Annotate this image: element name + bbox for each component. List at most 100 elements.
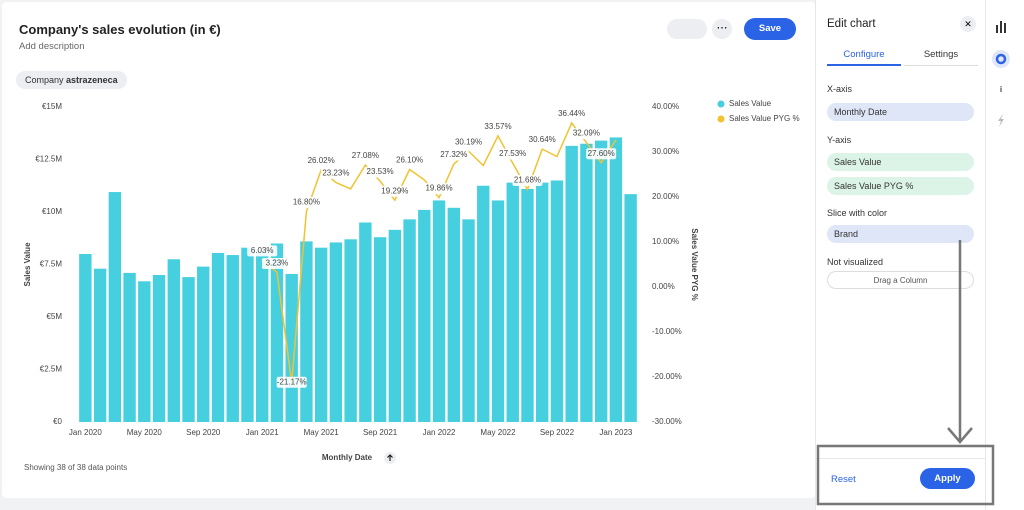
y-tick-label: €7.5M	[40, 260, 63, 269]
bar	[536, 182, 549, 422]
sort-arrow	[387, 454, 393, 461]
data-label-text: 30.64%	[529, 135, 556, 144]
bar	[477, 185, 490, 422]
close-button[interactable]: ✕	[960, 16, 976, 32]
filter-value: astrazeneca	[66, 75, 118, 85]
y2-tick-label: 0.00%	[652, 282, 675, 291]
more-button[interactable]: ⋯	[712, 19, 732, 39]
bar	[226, 255, 239, 422]
bar	[79, 254, 92, 422]
reset-button[interactable]: Reset	[831, 474, 856, 485]
y-tick-label: €12.5M	[35, 155, 62, 164]
field-pill[interactable]: Sales Value	[827, 153, 974, 171]
data-label-bg	[512, 174, 543, 186]
bar	[609, 137, 623, 422]
data-label-text: -21.17%	[277, 377, 307, 386]
data-label: 23.53%	[365, 166, 396, 178]
data-label-text: 19.86%	[425, 184, 452, 193]
info-icon[interactable]: i	[1000, 85, 1002, 94]
y-axis-title: Sales Value	[23, 242, 32, 287]
bar	[373, 237, 387, 422]
icons: i	[992, 21, 1010, 127]
bar	[580, 143, 593, 422]
data-label-text: 26.10%	[396, 156, 423, 165]
bar	[182, 277, 195, 422]
data-label: 32.09%	[571, 128, 602, 140]
bar	[256, 249, 269, 422]
bar	[418, 209, 431, 422]
edit-panel: Edit chart ✕ Configure Settings X-axis M…	[815, 0, 985, 510]
bolt-icon[interactable]	[998, 114, 1004, 127]
save-button[interactable]: Save	[744, 18, 796, 40]
bar	[624, 194, 637, 422]
legend-label: Sales Value	[729, 99, 772, 108]
bar	[550, 180, 564, 422]
x-tick-label: Jan 2020	[69, 428, 102, 437]
y-tick-label: €0	[53, 417, 62, 426]
data-label-text: 30.19%	[455, 137, 482, 146]
data-label-bg	[483, 121, 513, 133]
chart: €0 €2.5M €5M €7.5M €10M €12.5M €15M -30.00% -20.…	[23, 99, 800, 464]
field-pill[interactable]: Monthly Date	[827, 103, 974, 121]
data-label: 36.44%	[556, 108, 587, 120]
bar	[506, 182, 519, 422]
bar	[359, 222, 372, 422]
data-label: 27.60%	[586, 148, 617, 160]
bar	[388, 229, 402, 422]
data-label-text: 33.57%	[484, 122, 511, 131]
legend-swatch	[717, 100, 725, 108]
data-label-text: 36.44%	[558, 109, 585, 118]
bar	[491, 200, 505, 422]
view-toggle[interactable]	[667, 19, 707, 39]
data-label-bg	[424, 183, 455, 195]
data-label-text: 27.53%	[499, 149, 526, 158]
bar	[462, 219, 475, 422]
data-label: 3.23%	[261, 257, 292, 269]
data-label-text: 6.03%	[251, 246, 274, 255]
data-label-bg	[394, 155, 425, 167]
bar	[197, 266, 210, 422]
data-label: 27.32%	[438, 149, 469, 161]
data-label: 30.64%	[527, 134, 558, 146]
settings-icon[interactable]	[992, 50, 1010, 68]
bar	[521, 188, 534, 422]
data-label-text: 21.68%	[514, 176, 541, 185]
data-label: 26.10%	[394, 155, 425, 167]
apply-button[interactable]: Apply	[920, 468, 975, 489]
y2-tick-label: -30.00%	[652, 417, 682, 426]
data-label-bg	[586, 148, 617, 160]
data-label-text: 26.02%	[308, 156, 335, 165]
y2-tick-label: -20.00%	[652, 372, 682, 381]
data-label-bg	[365, 166, 396, 178]
bar	[314, 247, 328, 422]
footer: Showing 38 of 38 data points	[24, 463, 128, 472]
divider	[816, 458, 985, 459]
data-label-text: 27.60%	[588, 149, 615, 158]
data-label-bg	[571, 128, 602, 140]
filter-chip[interactable]: Company astrazeneca	[16, 71, 127, 89]
data-label: 33.57%	[483, 121, 513, 133]
bar	[403, 219, 416, 422]
data-label: 27.53%	[497, 148, 528, 160]
chart-icon[interactable]	[996, 21, 1006, 33]
data-label-bg	[261, 257, 292, 269]
y2-tick-label: 10.00%	[652, 237, 679, 246]
field-pill[interactable]: Sales Value PYG %	[827, 177, 974, 195]
data-label-bg	[276, 376, 307, 388]
y2-axis-title: Sales Value PYG %	[690, 228, 699, 300]
data-label-bg	[527, 134, 558, 146]
data-label: 19.29%	[379, 185, 410, 197]
tab[interactable]: Settings	[904, 49, 978, 66]
y2-tick-label: 30.00%	[652, 147, 679, 156]
drop-zone[interactable]: Drag a Column	[827, 271, 974, 289]
data-label-bg	[438, 149, 469, 161]
y2-tick-label: 20.00%	[652, 192, 679, 201]
y-tick-label: €2.5M	[40, 365, 63, 374]
bar	[594, 140, 608, 422]
field-pill[interactable]: Brand	[827, 225, 974, 243]
description[interactable]: Add description	[19, 41, 85, 52]
section-label: Not visualized	[827, 257, 884, 267]
legend-swatch	[717, 115, 725, 123]
tab[interactable]: Configure	[827, 49, 901, 66]
